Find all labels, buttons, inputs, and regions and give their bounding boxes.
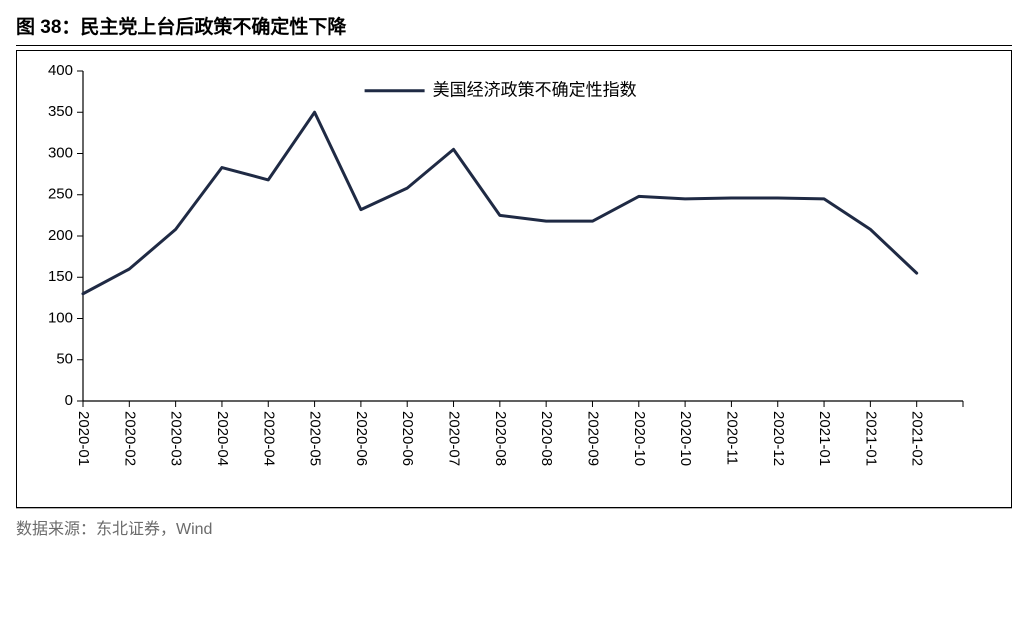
svg-text:2020-09: 2020-09 [585,411,602,466]
svg-text:150: 150 [48,268,73,285]
svg-text:350: 350 [48,103,73,120]
svg-text:2020-10: 2020-10 [677,411,694,466]
chart-area: 0 50 100 150 200 250 300 350 400 2020-01 2020-02 20… [33,61,995,501]
svg-text:2020-04: 2020-04 [260,411,277,466]
svg-text:2020-12: 2020-12 [770,411,787,466]
svg-text:300: 300 [48,144,73,161]
svg-text:2020-03: 2020-03 [168,411,185,466]
svg-text:2021-01: 2021-01 [816,411,833,466]
chart-container: 0 50 100 150 200 250 300 350 400 2020-01 2020-02 20… [16,50,1012,508]
svg-text:200: 200 [48,227,73,244]
data-source: 数据来源：东北证券，Wind [16,508,1012,539]
svg-text:50: 50 [56,351,73,368]
line-chart: 0 50 100 150 200 250 300 350 400 2020-01 2020-02 20… [33,61,973,501]
svg-text:2021-02: 2021-02 [909,411,926,466]
svg-text:400: 400 [48,62,73,79]
svg-text:250: 250 [48,186,73,203]
svg-text:100: 100 [48,309,73,326]
svg-text:2020-07: 2020-07 [446,411,463,466]
svg-text:2020-06: 2020-06 [399,411,416,466]
legend-label: 美国经济政策不确定性指数 [433,80,637,99]
svg-text:2020-05: 2020-05 [307,411,324,466]
svg-text:2020-04: 2020-04 [214,411,231,466]
svg-text:2020-02: 2020-02 [121,411,138,466]
svg-text:2020-08: 2020-08 [538,411,555,466]
figure-title: 图 38：民主党上台后政策不确定性下降 [16,12,1012,46]
svg-text:2020-06: 2020-06 [353,411,370,466]
svg-text:2020-10: 2020-10 [631,411,648,466]
svg-text:2020-01: 2020-01 [75,411,92,466]
svg-text:0: 0 [65,392,73,409]
svg-text:2021-01: 2021-01 [862,411,879,466]
svg-text:2020-11: 2020-11 [723,411,740,465]
svg-text:2020-08: 2020-08 [492,411,509,466]
